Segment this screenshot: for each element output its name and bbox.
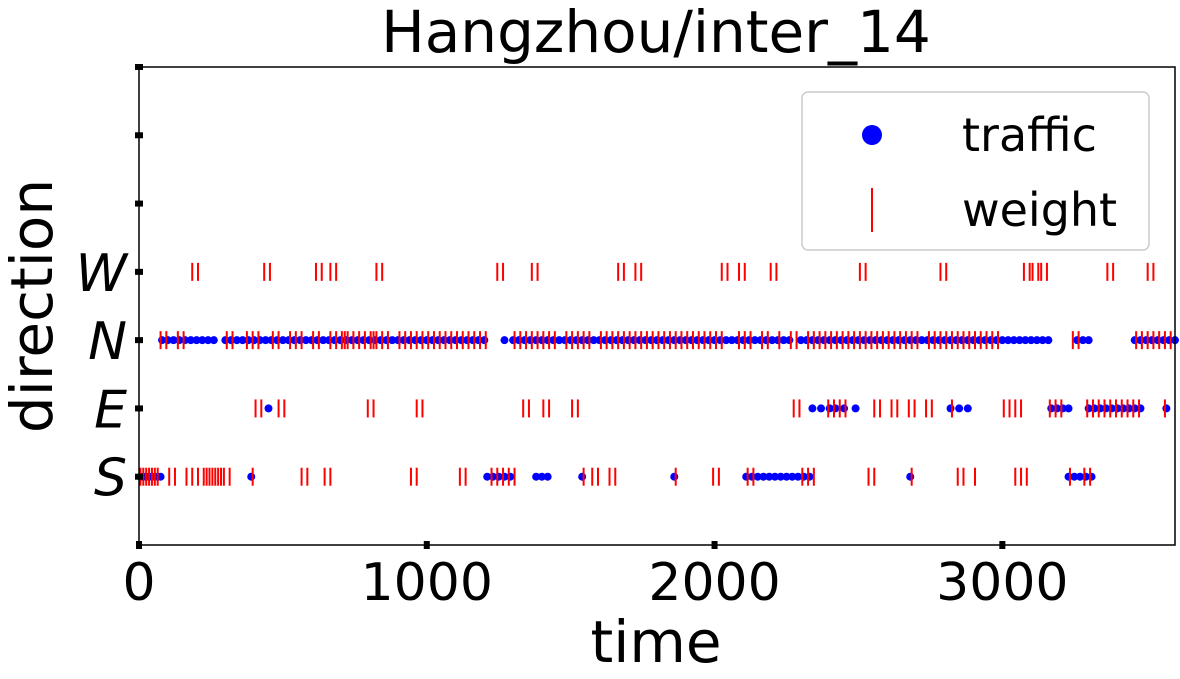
traffic-point xyxy=(388,336,397,345)
traffic-point xyxy=(963,404,972,413)
x-tick-label: 2000 xyxy=(648,553,780,613)
traffic-point xyxy=(500,336,509,345)
traffic-point xyxy=(247,472,256,481)
traffic-point xyxy=(589,336,598,345)
traffic-point xyxy=(765,472,774,481)
traffic-point xyxy=(301,336,310,345)
plot-area xyxy=(136,262,1179,486)
y-tick-label: N xyxy=(88,312,127,372)
traffic-point xyxy=(198,336,207,345)
traffic-point xyxy=(759,472,768,481)
traffic-point xyxy=(264,404,273,413)
traffic-point xyxy=(851,404,860,413)
traffic-point xyxy=(192,336,201,345)
traffic-point xyxy=(906,472,915,481)
traffic-point xyxy=(768,336,777,345)
traffic-point xyxy=(1015,336,1024,345)
y-tick-label: S xyxy=(94,449,127,509)
traffic-point xyxy=(722,336,731,345)
traffic-point xyxy=(817,404,826,413)
traffic-point xyxy=(808,404,817,413)
traffic-point xyxy=(319,336,328,345)
legend-traffic-marker xyxy=(862,125,882,145)
traffic-point xyxy=(1021,336,1030,345)
traffic-point xyxy=(238,336,247,345)
traffic-point xyxy=(483,472,492,481)
traffic-point xyxy=(1084,336,1093,345)
x-tick-label: 0 xyxy=(122,553,155,613)
traffic-point xyxy=(1032,336,1041,345)
x-axis-label: time xyxy=(590,608,721,676)
y-tick-label: W xyxy=(76,244,130,304)
traffic-point xyxy=(917,336,926,345)
traffic-point xyxy=(670,472,679,481)
traffic-point xyxy=(1009,336,1018,345)
traffic-point xyxy=(1044,336,1053,345)
traffic-point xyxy=(186,336,195,345)
traffic-point xyxy=(480,336,489,345)
y-axis-label: direction xyxy=(0,179,66,433)
traffic-point xyxy=(782,472,791,481)
x-tick-label: 1000 xyxy=(361,553,493,613)
traffic-point xyxy=(1078,336,1087,345)
traffic-point xyxy=(204,336,213,345)
traffic-point xyxy=(776,472,785,481)
traffic-point xyxy=(946,404,955,413)
traffic-point xyxy=(1038,336,1047,345)
legend-weight-label: weight xyxy=(962,183,1117,237)
traffic-point xyxy=(506,472,515,481)
y-tick-label: E xyxy=(94,380,127,440)
traffic-point xyxy=(1027,336,1036,345)
traffic-point xyxy=(998,336,1007,345)
traffic-point xyxy=(840,404,849,413)
axes-frame xyxy=(138,66,1176,546)
x-axis: 0 1000 2000 3000 xyxy=(122,541,1069,613)
traffic-point xyxy=(750,336,759,345)
traffic-point xyxy=(1087,472,1096,481)
traffic-point xyxy=(955,404,964,413)
traffic-point xyxy=(727,336,736,345)
chart-title: Hangzhou/inter_14 xyxy=(381,0,931,66)
traffic-point xyxy=(794,472,803,481)
traffic-point xyxy=(1070,472,1079,481)
traffic-point xyxy=(1004,336,1013,345)
traffic-point xyxy=(1064,404,1073,413)
traffic-point xyxy=(779,336,788,345)
traffic-point xyxy=(788,472,797,481)
traffic-point xyxy=(555,336,564,345)
traffic-point xyxy=(169,336,178,345)
traffic-point xyxy=(578,472,587,481)
legend-box xyxy=(801,91,1150,251)
traffic-point xyxy=(261,336,270,345)
traffic-point xyxy=(232,336,241,345)
traffic-point xyxy=(209,336,218,345)
traffic-point xyxy=(753,472,762,481)
traffic-point xyxy=(831,404,840,413)
traffic-point xyxy=(1136,404,1145,413)
traffic-point xyxy=(537,472,546,481)
traffic-point xyxy=(543,472,552,481)
legend-traffic-label: traffic xyxy=(962,108,1097,162)
legend: traffic weight xyxy=(801,91,1150,251)
traffic-point xyxy=(1076,472,1085,481)
x-tick-label: 3000 xyxy=(936,553,1068,613)
traffic-point xyxy=(278,336,287,345)
traffic-point xyxy=(796,336,805,345)
traffic-point xyxy=(785,336,794,345)
traffic-point xyxy=(532,472,541,481)
traffic-point xyxy=(805,472,814,481)
traffic-point xyxy=(770,472,779,481)
traffic-point xyxy=(1162,404,1171,413)
